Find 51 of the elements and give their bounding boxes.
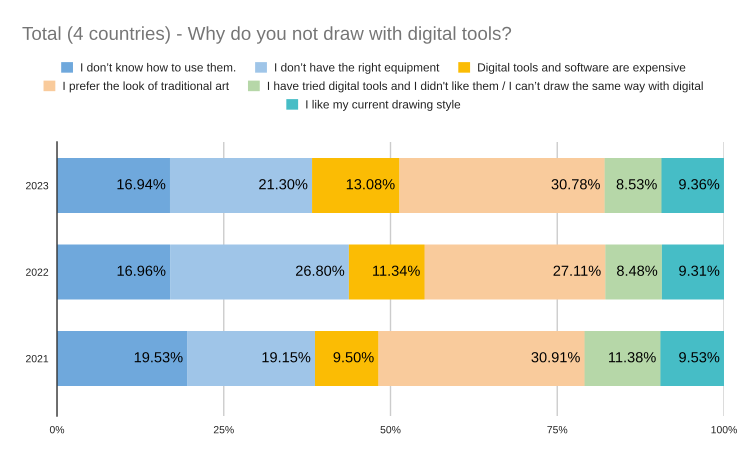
y-tick-label: 2023 <box>26 182 48 190</box>
data-label: 9.36% <box>679 179 720 190</box>
bar <box>399 158 605 214</box>
data-label: 30.91% <box>531 352 580 362</box>
data-label: 16.96% <box>118 266 166 276</box>
bar <box>348 244 425 300</box>
legend-label: Digital tools and software are expensive <box>478 62 686 74</box>
data-label: 26.80% <box>296 266 344 276</box>
legend-label: I don’t have the right equipment <box>275 62 440 74</box>
legend-label: I prefer the look of traditional art <box>64 81 229 92</box>
data-label: 8.48% <box>617 266 658 276</box>
legend-label: I have tried digital tools and I didn't like them / I can’t draw the same way with digital <box>268 81 703 92</box>
bar <box>662 158 724 214</box>
data-label: 19.53% <box>134 352 183 362</box>
data-label: 9.50% <box>334 352 374 362</box>
bar <box>57 244 170 300</box>
bar <box>170 244 349 300</box>
data-label: 11.38% <box>609 352 656 362</box>
y-tick-label: 2021 <box>26 354 48 362</box>
data-label: 27.11% <box>554 266 601 276</box>
bar <box>170 158 312 214</box>
x-tick-label: 25% <box>214 426 234 434</box>
bar <box>605 244 662 300</box>
data-label: 11.34% <box>373 266 420 276</box>
x-tick-label: 50% <box>380 426 401 434</box>
legend-label: I don’t know how to use them. <box>81 62 236 72</box>
bar <box>378 330 585 386</box>
chart-title: Total (4 countries) - Why do you not draw with digital tools? <box>22 26 512 44</box>
bar <box>424 244 606 300</box>
data-label: 30.78% <box>552 179 600 190</box>
x-tick-label: 75% <box>547 426 568 434</box>
x-tick-label: 0% <box>50 426 64 434</box>
legend-label: I like my current drawing style <box>306 100 460 111</box>
bar <box>584 330 660 386</box>
x-tick-label: 100% <box>711 426 737 434</box>
data-label: 13.08% <box>346 179 395 190</box>
bar <box>314 330 378 386</box>
bar <box>662 244 724 300</box>
bar <box>312 158 400 214</box>
bar <box>187 330 315 386</box>
bar <box>57 330 188 386</box>
data-label: 19.15% <box>262 352 310 362</box>
data-label: 9.31% <box>679 266 720 276</box>
bar <box>57 158 170 214</box>
data-label: 8.53% <box>616 179 657 190</box>
y-tick-label: 2022 <box>26 268 48 276</box>
data-label: 9.53% <box>679 352 720 362</box>
bar <box>660 330 724 386</box>
data-label: 16.94% <box>117 179 166 190</box>
bar <box>604 158 662 214</box>
data-label: 21.30% <box>259 179 308 190</box>
